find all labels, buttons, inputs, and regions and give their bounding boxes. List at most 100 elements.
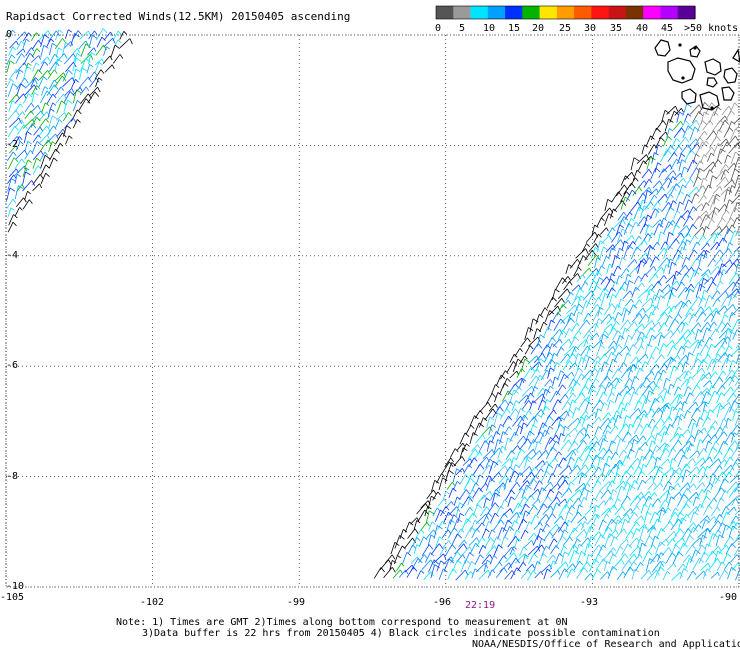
wind-barb xyxy=(452,468,463,483)
wind-barb xyxy=(613,414,623,427)
wind-barb xyxy=(532,431,545,444)
wind-barb xyxy=(446,481,456,491)
wind-barb xyxy=(690,296,703,309)
wind-barb xyxy=(536,503,548,516)
wind-barb xyxy=(640,463,648,475)
wind-barb xyxy=(425,510,435,524)
wind-barb xyxy=(692,496,700,506)
wind-barb xyxy=(463,464,473,475)
wind-barb xyxy=(597,240,605,252)
wind-barb xyxy=(666,485,676,500)
wind-barb xyxy=(666,105,679,115)
wind-barb xyxy=(453,481,461,490)
wind-barb xyxy=(643,304,656,314)
wind-barb xyxy=(728,185,736,195)
wind-barb xyxy=(488,403,498,412)
wind-barb xyxy=(664,315,673,325)
wind-barb xyxy=(607,566,618,579)
wind-barb xyxy=(705,550,717,563)
wind-barb xyxy=(598,287,609,300)
wind-barb xyxy=(697,447,708,459)
legend-swatch xyxy=(625,6,644,19)
wind-barb xyxy=(579,497,588,507)
wind-barb xyxy=(557,479,569,490)
wind-barb xyxy=(565,353,577,364)
wind-barb xyxy=(732,410,740,421)
wind-barb xyxy=(104,64,115,73)
wind-barb xyxy=(701,269,711,277)
wind-barb xyxy=(703,528,712,540)
wind-barb xyxy=(502,519,513,533)
note-line-1: Note: 1) Times are GMT 2)Times along bot… xyxy=(116,617,568,628)
wind-barb xyxy=(563,433,571,443)
wind-barb xyxy=(65,29,73,39)
wind-barb xyxy=(622,415,632,429)
wind-barb xyxy=(707,258,716,267)
wind-barb xyxy=(638,160,648,171)
wind-barb xyxy=(660,458,671,466)
wind-barb xyxy=(588,280,598,292)
wind-barb xyxy=(640,569,652,580)
wind-barb xyxy=(469,432,478,445)
wind-barb xyxy=(569,336,580,349)
wind-barb xyxy=(713,106,722,117)
wind-barb xyxy=(660,431,669,444)
wind-barb xyxy=(511,400,520,411)
wind-barb xyxy=(710,310,721,322)
wind-barb xyxy=(591,569,601,580)
wind-barb xyxy=(469,519,480,533)
wind-barb xyxy=(46,84,59,97)
wind-barb xyxy=(545,513,557,525)
legend-swatch xyxy=(591,6,610,19)
wind-barb xyxy=(616,571,626,580)
wind-barb xyxy=(657,552,665,562)
wind-barb xyxy=(637,479,647,491)
wind-barb xyxy=(584,356,595,371)
wind-barb xyxy=(460,496,473,509)
wind-barb xyxy=(515,448,526,460)
wind-barb xyxy=(404,537,417,549)
wind-barb xyxy=(608,553,617,564)
wind-barb xyxy=(700,495,711,509)
wind-barb xyxy=(633,554,643,562)
wind-barb xyxy=(585,554,593,565)
wind-barb xyxy=(655,541,666,555)
wind-barb xyxy=(581,483,591,491)
wind-barb xyxy=(95,77,103,88)
wind-barb xyxy=(629,391,639,404)
wind-barb xyxy=(517,518,528,530)
wind-barb xyxy=(650,167,661,180)
wind-barb xyxy=(373,567,385,579)
wind-barb xyxy=(487,502,500,514)
wind-barb xyxy=(483,559,492,573)
wind-barb xyxy=(656,528,666,539)
wind-barb xyxy=(720,141,732,154)
wind-barb xyxy=(542,326,552,339)
wind-barb xyxy=(654,354,665,364)
wind-barb xyxy=(671,224,681,236)
wind-barb xyxy=(465,512,478,525)
wind-barb xyxy=(640,205,650,219)
wind-barb xyxy=(620,495,631,506)
wind-barb xyxy=(537,422,548,435)
wind-barb xyxy=(464,552,475,565)
wind-barb xyxy=(726,392,737,403)
wind-barb xyxy=(667,238,680,250)
wind-barb xyxy=(728,525,738,538)
wind-barb xyxy=(481,464,493,475)
wind-barb xyxy=(628,561,638,571)
wind-barb xyxy=(630,505,640,515)
wind-barb xyxy=(529,424,538,437)
wind-barb xyxy=(663,221,674,234)
wind-barb xyxy=(635,367,644,379)
legend-label-35: 35 xyxy=(610,23,622,34)
wind-barb xyxy=(725,110,736,122)
wind-barb xyxy=(567,417,581,428)
wind-barb xyxy=(728,249,740,261)
wind-barb xyxy=(592,310,603,322)
wind-barb xyxy=(700,306,713,316)
wind-barb xyxy=(418,554,428,564)
wind-barb xyxy=(682,469,692,483)
wind-barb xyxy=(486,416,495,429)
wind-barb xyxy=(524,327,534,340)
